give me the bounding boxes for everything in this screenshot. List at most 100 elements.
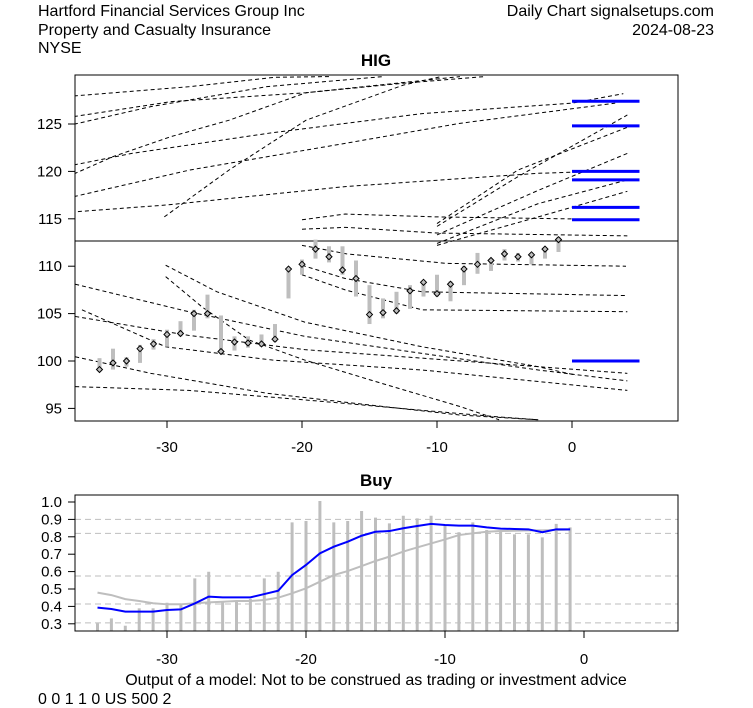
trend-line	[164, 76, 442, 218]
close-marker	[311, 245, 320, 253]
y-tick-label: 125	[37, 116, 62, 133]
y-tick-label: 0.3	[41, 616, 62, 633]
close-marker	[271, 335, 279, 343]
trend-line	[75, 76, 384, 125]
close-marker	[514, 253, 522, 261]
y-tick-label: 110	[38, 258, 62, 275]
buy-line-gray	[97, 528, 571, 606]
close-marker	[473, 260, 482, 269]
close-marker	[244, 339, 252, 347]
trend-lines	[75, 76, 678, 421]
trend-line	[165, 276, 500, 421]
x-tick-label: -30	[156, 439, 178, 456]
price-chart: -30 -20 -10 0 95 100 105 110 115 120 125	[37, 74, 679, 456]
close-marker	[284, 265, 293, 273]
x-tick-label: -20	[295, 651, 317, 668]
chart-date: 2024-08-23	[632, 22, 714, 39]
close-marker	[500, 250, 509, 258]
y-tick-label: 1.0	[41, 494, 62, 511]
buy-line-blue	[97, 522, 571, 613]
y-tick-label: 0.8	[41, 529, 62, 546]
trend-line	[165, 264, 577, 376]
price-plot-frame	[74, 74, 679, 422]
buy-plot-frame	[74, 494, 679, 632]
close-marker	[203, 309, 212, 318]
trend-line	[301, 244, 627, 267]
trend-line	[75, 102, 616, 197]
close-marker	[149, 340, 158, 348]
buy-bars	[96, 500, 572, 631]
exchange: NYSE	[38, 40, 82, 57]
trend-line	[75, 356, 539, 421]
y-tick-label: 0.5	[41, 581, 62, 598]
y-tick-label: 115	[38, 211, 62, 228]
close-marker	[433, 289, 441, 298]
close-marker	[487, 256, 495, 265]
trend-line	[301, 213, 628, 221]
close-marker	[176, 329, 185, 338]
y-tick-label: 0.4	[41, 598, 62, 615]
trend-line	[75, 315, 628, 374]
x-tick-label: 0	[568, 439, 576, 456]
trend-line	[75, 283, 628, 382]
close-marker	[163, 330, 171, 339]
trend-line	[75, 76, 461, 117]
close-marker	[257, 340, 266, 348]
close-marker	[217, 347, 225, 356]
close-marker	[338, 266, 347, 274]
trend-line	[75, 76, 485, 174]
buy-chart: -30 -20 -10 0 1.00.90.80.70.60.50.40.3	[41, 494, 679, 668]
trend-line	[436, 152, 628, 236]
y-tick-label: 0.7	[41, 546, 62, 563]
trend-line	[436, 126, 628, 224]
x-tick-label: -10	[426, 439, 448, 456]
close-marker	[379, 308, 387, 317]
x-tick-label: 0	[580, 651, 588, 668]
trend-line	[436, 179, 628, 244]
close-marker	[365, 310, 374, 319]
close-marker	[190, 309, 198, 318]
industry: Property and Casualty Insurance	[38, 22, 271, 39]
close-marker	[554, 235, 563, 244]
model-code: 0 0 1 1 0 US 500 2	[38, 691, 172, 708]
close-marker	[460, 265, 468, 273]
x-tick-label: -20	[291, 439, 313, 456]
y-tick-label: 100	[37, 353, 62, 370]
trend-line	[77, 171, 593, 213]
close-marker	[298, 260, 306, 269]
buy-lines	[97, 522, 571, 613]
trend-line	[81, 309, 628, 391]
trend-line	[301, 264, 628, 297]
close-marker	[419, 278, 428, 287]
close-marker	[392, 307, 401, 315]
trend-line	[436, 190, 628, 246]
close-marker	[136, 344, 144, 353]
close-marker	[446, 280, 455, 288]
close-marker	[95, 365, 104, 374]
trend-line	[301, 226, 628, 237]
close-marker	[325, 253, 333, 261]
trend-line	[75, 386, 539, 421]
close-marker	[541, 245, 549, 253]
y-tick-label: 95	[45, 400, 62, 417]
x-tick-label: -30	[156, 651, 178, 668]
y-tick-label: 105	[37, 306, 62, 323]
company-name: Hartford Financial Services Group Inc	[38, 3, 305, 20]
close-marker	[527, 251, 536, 259]
price-chart-title: HIG	[361, 51, 391, 70]
price-axes: -30 -20 -10 0 95 100 105 110 115 120 125	[37, 116, 576, 456]
y-tick-label: 0.9	[41, 511, 62, 528]
close-marker	[230, 338, 239, 346]
trend-line	[436, 114, 628, 227]
buy-axes: -30 -20 -10 0 1.00.90.80.70.60.50.40.3	[41, 494, 588, 668]
price-bars	[95, 235, 563, 374]
close-marker	[352, 274, 360, 283]
disclaimer: Output of a model: Not to be construed a…	[125, 672, 627, 689]
close-marker	[406, 287, 414, 295]
y-tick-label: 120	[37, 163, 62, 180]
trend-line	[75, 76, 330, 97]
close-marker	[109, 359, 117, 367]
close-marker	[122, 357, 131, 365]
source: Daily Chart signalsetups.com	[507, 3, 714, 20]
